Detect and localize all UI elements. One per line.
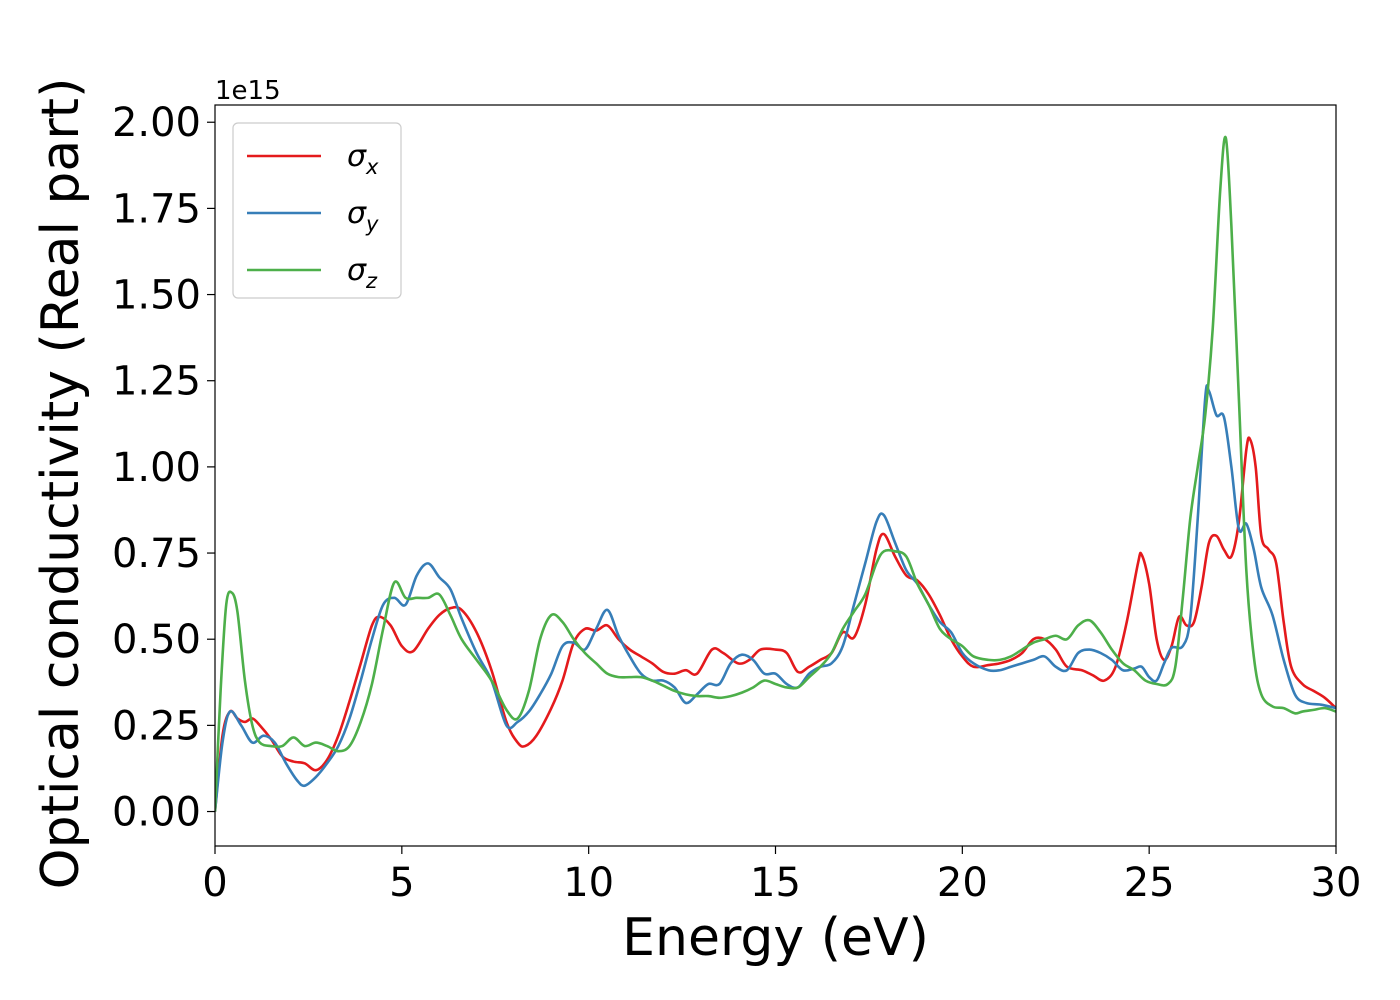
- y-tick-label: 1.50: [112, 273, 201, 319]
- y-offset-label: 1e15: [215, 76, 281, 106]
- x-axis-title: Energy (eV): [622, 908, 929, 968]
- y-axis-title: Optical conductivity (Real part): [31, 78, 91, 890]
- legend-label: σx: [347, 139, 379, 179]
- series-layer: [215, 135, 1336, 812]
- y-axis: 0.00 0.25 0.50 0.75 1.00 1.25 1.50 1.75 2.00: [112, 100, 215, 836]
- series-line-x: [215, 436, 1336, 812]
- y-tick-label: 0.25: [112, 703, 201, 749]
- x-tick-label: 30: [1311, 860, 1362, 906]
- y-tick-label: 1.00: [112, 445, 201, 491]
- legend-box: [232, 122, 402, 299]
- x-tick-label: 20: [937, 860, 988, 906]
- y-tick-label: 1.25: [112, 359, 201, 405]
- x-axis: 0 5 10 15 20 25 30: [202, 846, 1361, 906]
- series-line-z: [215, 135, 1336, 812]
- x-tick-label: 5: [389, 860, 414, 906]
- legend: σx σy σz: [232, 122, 402, 299]
- x-tick-label: 0: [202, 860, 227, 906]
- x-tick-label: 10: [563, 860, 614, 906]
- legend-item-x: σx: [247, 139, 379, 179]
- y-tick-label: 2.00: [112, 100, 201, 146]
- x-tick-label: 15: [750, 860, 801, 906]
- y-tick-label: 1.75: [112, 186, 201, 232]
- legend-label: σy: [347, 196, 379, 236]
- y-tick-label: 0.75: [112, 531, 201, 577]
- legend-item-y: σy: [247, 196, 379, 236]
- series-line-y: [215, 384, 1336, 812]
- y-tick-label: 0.00: [112, 790, 201, 836]
- x-tick-label: 25: [1124, 860, 1175, 906]
- legend-item-z: σz: [247, 253, 378, 293]
- y-tick-label: 0.50: [112, 617, 201, 663]
- legend-label: σz: [347, 253, 378, 293]
